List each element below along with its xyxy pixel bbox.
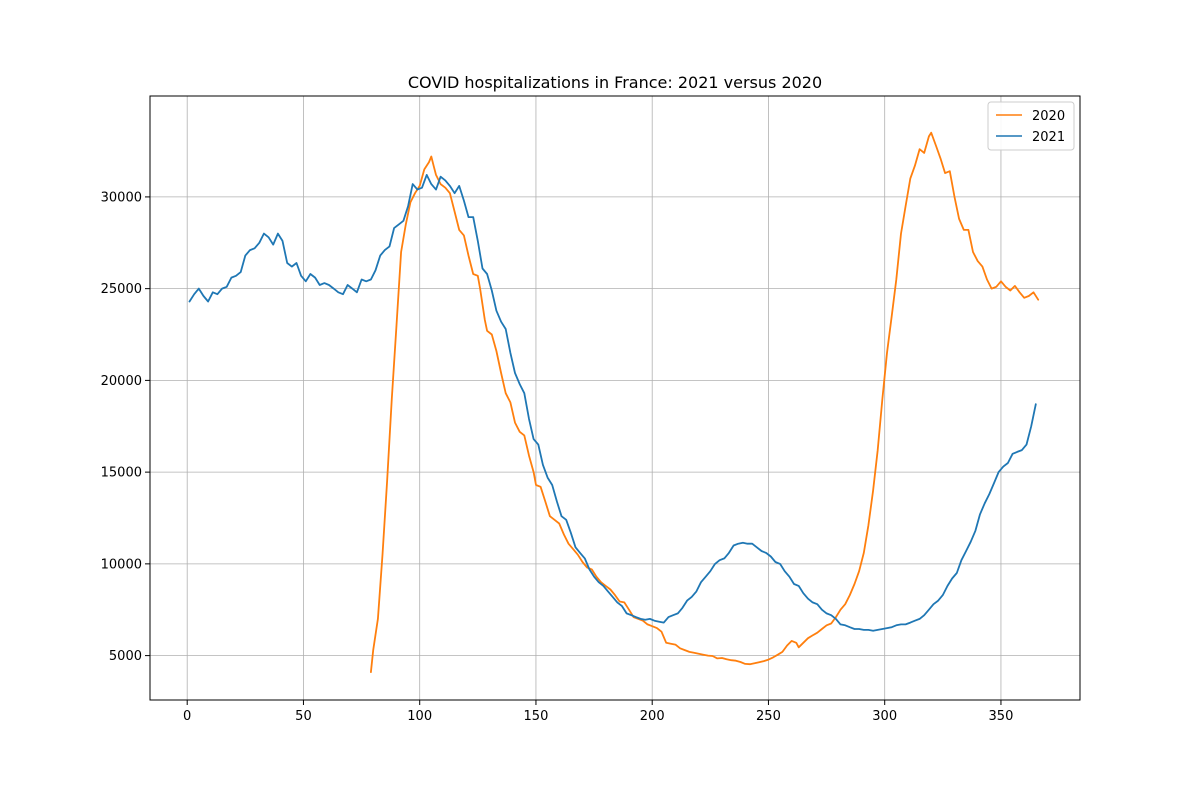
- x-axis: 0 50 100 150 200 250 300 350: [183, 700, 1013, 724]
- y-tick-label: 10000: [101, 557, 142, 572]
- series-layer: [188, 131, 1040, 673]
- x-tick-label: 250: [756, 709, 781, 724]
- x-tick-label: 300: [872, 709, 897, 724]
- x-tick-label: 200: [640, 709, 665, 724]
- legend-label-2021: 2021: [1032, 130, 1065, 145]
- chart-title: COVID hospitalizations in France: 2021 v…: [408, 73, 822, 92]
- series-line-2020: [369, 131, 1040, 673]
- series-line-2021: [188, 173, 1037, 632]
- y-axis: 5000 10000 15000 20000 25000 30000: [101, 190, 150, 664]
- y-tick-label: 5000: [109, 649, 142, 664]
- legend: 2020 2021: [987, 101, 1075, 151]
- plot-frame: [149, 95, 1081, 701]
- y-tick-label: 15000: [101, 466, 142, 481]
- x-tick-label: 100: [407, 709, 432, 724]
- y-tick-label: 30000: [101, 190, 142, 205]
- x-tick-label: 350: [989, 709, 1014, 724]
- legend-label-2020: 2020: [1032, 109, 1065, 124]
- y-tick-label: 20000: [101, 374, 142, 389]
- x-tick-label: 150: [524, 709, 549, 724]
- grid: [150, 96, 1080, 700]
- legend-box: [987, 101, 1075, 151]
- x-tick-label: 0: [183, 709, 191, 724]
- x-tick-label: 50: [295, 709, 312, 724]
- y-tick-label: 25000: [101, 282, 142, 297]
